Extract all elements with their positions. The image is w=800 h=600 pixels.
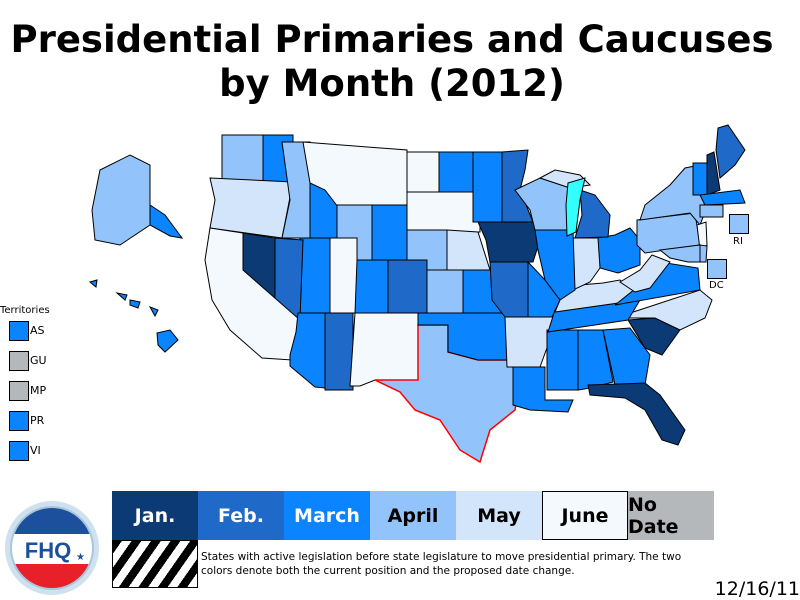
state-wa-part-1	[221, 134, 264, 183]
state-ms	[546, 329, 579, 391]
legislation-note: States with active legislation before st…	[201, 551, 682, 577]
legend-june: June	[542, 491, 628, 540]
territories-title: Territories	[0, 305, 50, 316]
lake-michigan	[565, 177, 586, 237]
state-hi-part-1	[88, 279, 98, 288]
territory-label-vi: VI	[30, 444, 41, 457]
state-co-part-1	[354, 259, 389, 314]
state-la	[512, 366, 574, 413]
state-me	[715, 124, 746, 179]
state-nj	[696, 221, 708, 251]
territory-swatch-pr	[9, 411, 29, 431]
state-ct	[699, 204, 724, 218]
state-nh	[706, 151, 721, 196]
state-de	[699, 244, 708, 263]
state-label-dc: DC	[709, 280, 724, 291]
title-line-1: Presidential Primaries and Caucuses	[10, 18, 774, 61]
state-ak-part-2	[149, 204, 184, 239]
territory-label-mp: MP	[30, 384, 47, 397]
state-sd	[406, 191, 481, 233]
state-ut-part-1	[299, 237, 331, 314]
legend-nodate: No Date	[628, 491, 714, 540]
territory-swatch-as	[9, 321, 29, 341]
legend-may: May	[456, 491, 542, 540]
territory-label-pr: PR	[30, 414, 45, 427]
state-label-ri: RI	[733, 236, 743, 247]
legend-april: April	[370, 491, 456, 540]
territory-label-as: AS	[30, 324, 45, 337]
state-hi-part-5	[156, 329, 179, 353]
state-mi-part-1	[574, 189, 611, 239]
date-label: 12/16/11	[714, 578, 800, 600]
state-mn-part-1	[472, 151, 503, 223]
state-vt	[692, 162, 708, 196]
state-ia	[477, 221, 541, 263]
state-ma	[699, 189, 746, 206]
state-co-part-2	[387, 259, 428, 314]
state-ak-part-1	[91, 154, 151, 246]
title-line-2: by Month (2012)	[219, 62, 565, 105]
state-hi-part-3	[129, 299, 141, 309]
state-ga	[602, 327, 651, 386]
territory-swatch-gu	[9, 351, 29, 371]
territory-label-gu: GU	[30, 354, 47, 367]
fhq-logo: FHQ ★	[5, 501, 99, 595]
state-wy-part-2	[371, 204, 408, 261]
map-title: Presidential Primaries and Caucuses by M…	[0, 18, 784, 106]
state-oh	[596, 227, 641, 274]
state-nm	[349, 312, 419, 387]
state-or	[209, 177, 294, 239]
legend-jan: Jan.	[112, 491, 198, 540]
legend-feb: Feb.	[198, 491, 284, 540]
territory-swatch-vi	[9, 441, 29, 461]
state-ne-part-2	[446, 229, 491, 271]
state-ut-part-2	[329, 237, 358, 314]
state-nd-part-1	[406, 151, 440, 193]
state-fl	[587, 382, 686, 446]
state-hi-part-2	[115, 292, 128, 301]
state-hi-part-4	[148, 306, 159, 318]
state-ca	[204, 227, 301, 361]
state-box-ri	[729, 214, 749, 234]
state-box-dc	[707, 259, 727, 279]
state-ar	[504, 316, 554, 368]
state-wv	[619, 254, 671, 293]
state-in	[572, 237, 601, 291]
legend-march: March	[284, 491, 370, 540]
state-az-part-2	[324, 312, 354, 391]
state-md	[658, 244, 701, 263]
state-ks-part-1	[426, 269, 464, 314]
svg-text:★: ★	[76, 552, 85, 563]
svg-text:FHQ: FHQ	[25, 538, 71, 563]
state-nd-part-2	[438, 151, 478, 193]
legislation-hatch-swatch	[112, 540, 198, 588]
territory-swatch-mp	[9, 381, 29, 401]
